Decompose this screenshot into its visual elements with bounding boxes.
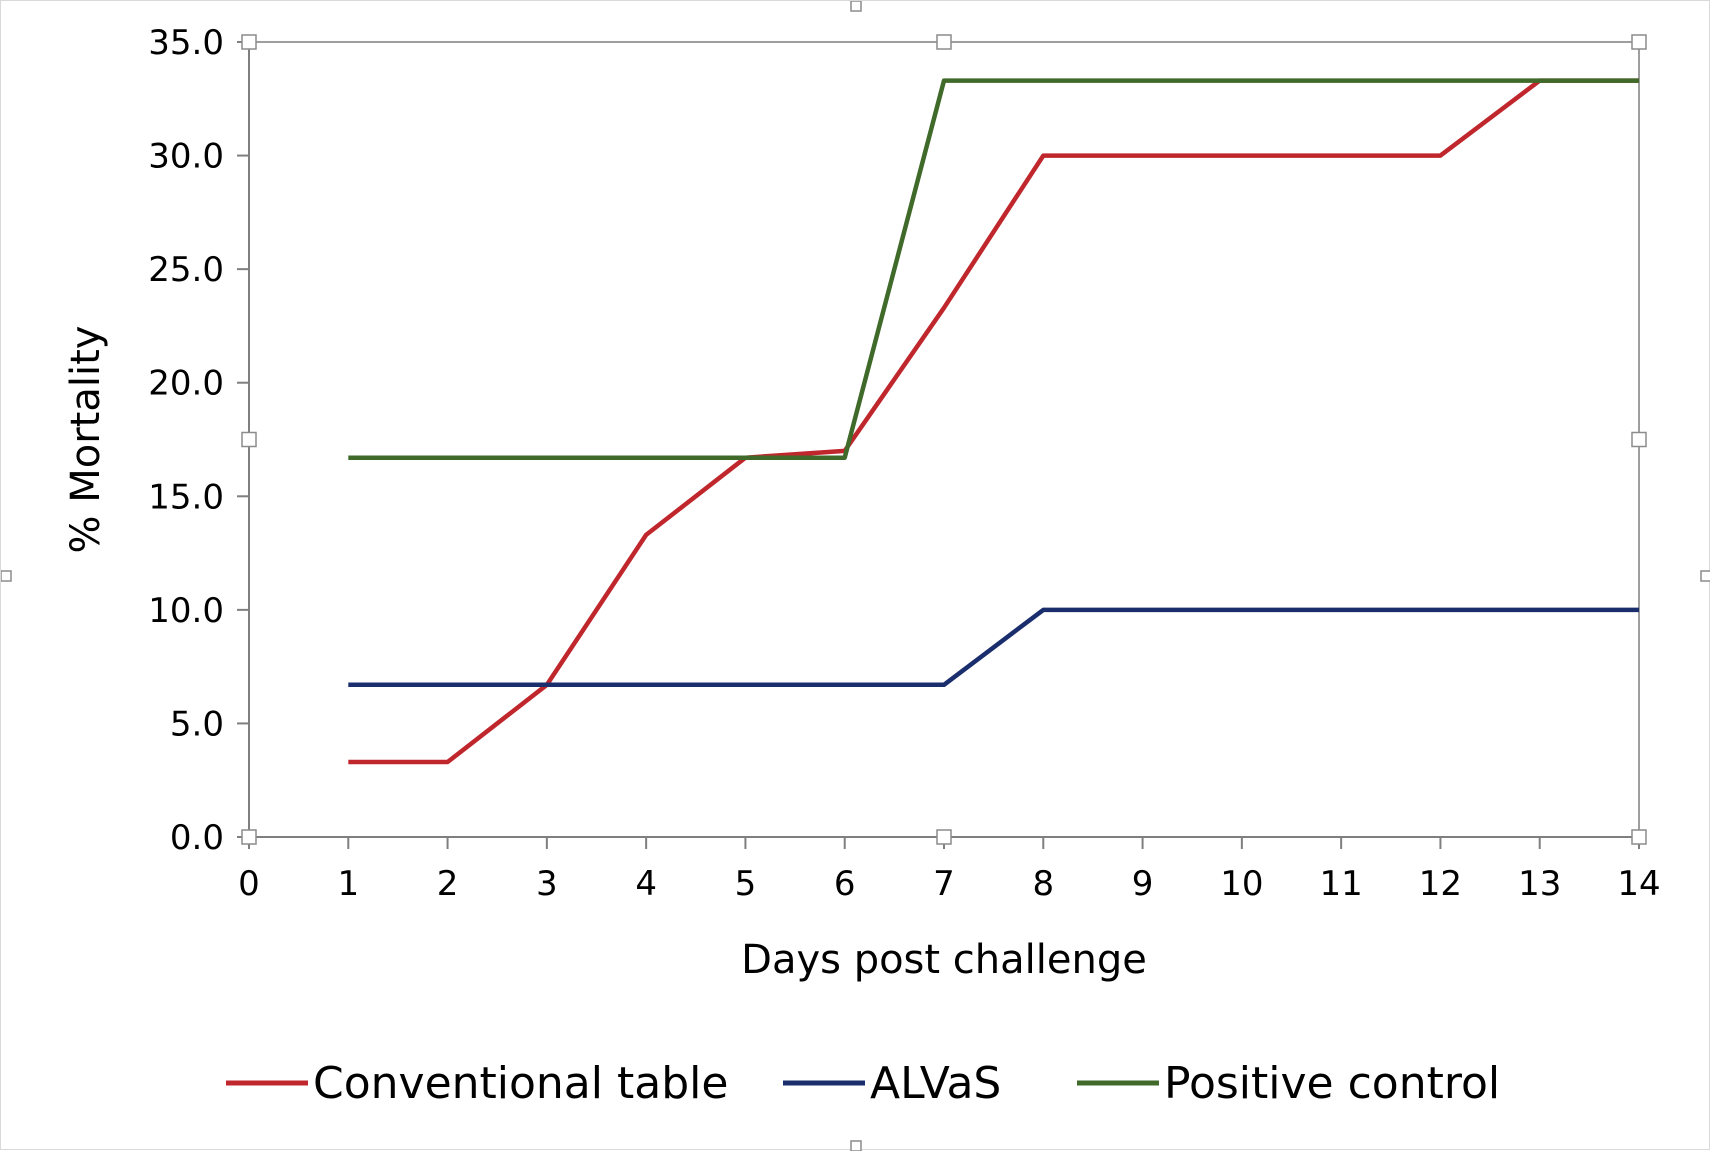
resize-handle[interactable]	[1631, 34, 1647, 50]
frame-resize-handle[interactable]	[1700, 570, 1710, 582]
frame-resize-handle[interactable]	[1, 570, 12, 582]
legend: Conventional table ALVaS Positive control	[226, 1058, 1500, 1109]
series-line-alvas	[348, 607, 1639, 688]
y-tick-label: 30.0	[148, 137, 224, 177]
plot-area	[248, 41, 1640, 838]
resize-handle[interactable]	[1631, 829, 1647, 845]
y-tick-label: 5.0	[170, 704, 224, 744]
legend-label: ALVaS	[870, 1058, 1001, 1109]
resize-handle[interactable]	[241, 431, 257, 448]
x-tick-label: 10	[1220, 864, 1263, 904]
y-tick-label: 35.0	[148, 23, 224, 63]
legend-item-conventional-table: Conventional table	[226, 1058, 728, 1109]
legend-item-alvas: ALVaS	[783, 1058, 1001, 1109]
x-tick-label: 14	[1617, 864, 1660, 904]
y-tick-label: 20.0	[148, 364, 224, 404]
x-tick-label: 6	[834, 864, 856, 904]
x-tick-label: 5	[735, 864, 757, 904]
y-tick-label: 15.0	[148, 477, 224, 517]
frame-resize-handle[interactable]	[850, 1140, 862, 1151]
axis-ticks: 0.05.010.015.020.025.030.035.00 1 2 3 4 5 6 7 8 9…	[148, 23, 1660, 904]
x-tick-label: 2	[437, 864, 459, 904]
y-tick-label: 10.0	[148, 591, 224, 631]
resize-handle[interactable]	[936, 829, 952, 845]
x-tick-label: 11	[1320, 864, 1363, 904]
x-tick-label: 8	[1032, 864, 1054, 904]
frame-resize-handle[interactable]	[850, 1, 862, 12]
x-tick-label: 4	[635, 864, 657, 904]
y-axis-title: % Mortality	[63, 326, 109, 554]
series-lines	[348, 78, 1639, 765]
resize-handle[interactable]	[241, 34, 257, 50]
series-line-conventional-table	[348, 78, 1639, 765]
x-tick-label: 9	[1132, 864, 1154, 904]
series-line-positive-control	[348, 78, 1639, 460]
x-tick-label: 3	[536, 864, 558, 904]
resize-handle[interactable]	[1631, 431, 1647, 448]
x-tick-label: 1	[337, 864, 359, 904]
plot-border	[248, 41, 1640, 838]
y-tick-label: 0.0	[170, 818, 224, 858]
x-tick-label: 13	[1518, 864, 1561, 904]
y-tick-label: 25.0	[148, 250, 224, 290]
x-tick-label: 12	[1419, 864, 1462, 904]
resize-handle[interactable]	[241, 829, 257, 845]
x-axis-title: Days post challenge	[741, 937, 1147, 983]
x-tick-label: 0	[238, 864, 260, 904]
legend-item-positive-control: Positive control	[1077, 1058, 1500, 1109]
legend-label: Positive control	[1164, 1058, 1500, 1109]
legend-label: Conventional table	[313, 1058, 728, 1109]
x-tick-label: 7	[933, 864, 955, 904]
resize-handle[interactable]	[936, 34, 952, 50]
